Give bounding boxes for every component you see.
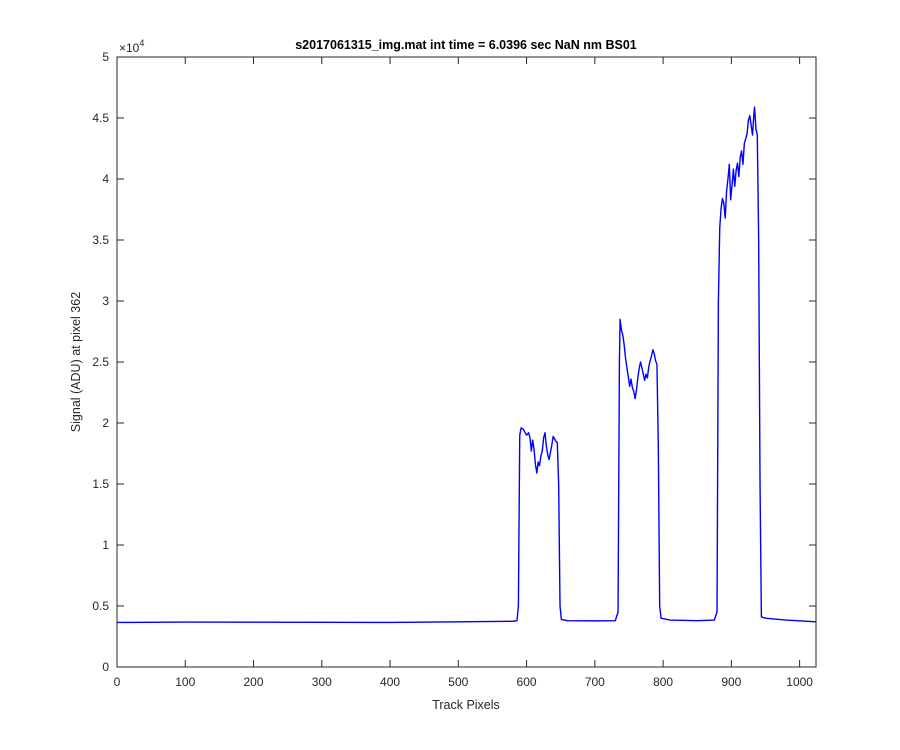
y-tick-label: 2 bbox=[102, 416, 109, 430]
tick-labels-layer: 0 100 200 300 400 500 600 700 800 900 1000 0 0.5 1 1.5… bbox=[92, 50, 813, 689]
y-exponent-base: ×10 bbox=[119, 41, 140, 55]
x-tick-label: 100 bbox=[175, 675, 195, 689]
plot-area bbox=[117, 57, 816, 667]
y-tick-label: 3 bbox=[102, 294, 109, 308]
x-tick-label: 0 bbox=[114, 675, 121, 689]
x-tick-label: 200 bbox=[244, 675, 264, 689]
x-tick-label: 1000 bbox=[786, 675, 813, 689]
y-tick-label: 2.5 bbox=[92, 355, 109, 369]
x-axis-label: Track Pixels bbox=[432, 698, 500, 712]
y-tick-label: 4.5 bbox=[92, 111, 109, 125]
y-exponent-power: 4 bbox=[139, 38, 144, 48]
x-tick-label: 800 bbox=[653, 675, 673, 689]
x-tick-label: 700 bbox=[585, 675, 605, 689]
x-tick-label: 400 bbox=[380, 675, 400, 689]
y-tick-label: 5 bbox=[102, 50, 109, 64]
axes-box bbox=[116, 56, 817, 668]
series-layer bbox=[117, 106, 816, 624]
y-tick-label: 1 bbox=[102, 538, 109, 552]
y-tick-label: 4 bbox=[102, 172, 109, 186]
x-tick-label: 500 bbox=[448, 675, 468, 689]
y-axis-label: Signal (ADU) at pixel 362 bbox=[69, 292, 83, 432]
x-tick-label: 600 bbox=[517, 675, 537, 689]
y-tick-label: 0.5 bbox=[92, 599, 109, 613]
chart-title: s2017061315_img.mat int time = 6.0396 se… bbox=[295, 38, 637, 52]
y-tick-label: 3.5 bbox=[92, 233, 109, 247]
y-exponent-label: ×104 bbox=[119, 38, 144, 55]
y-tick-label: 1.5 bbox=[92, 477, 109, 491]
x-tick-label: 900 bbox=[721, 675, 741, 689]
y-tick-label: 0 bbox=[102, 660, 109, 674]
x-tick-label: 300 bbox=[312, 675, 332, 689]
series-line bbox=[117, 106, 816, 624]
